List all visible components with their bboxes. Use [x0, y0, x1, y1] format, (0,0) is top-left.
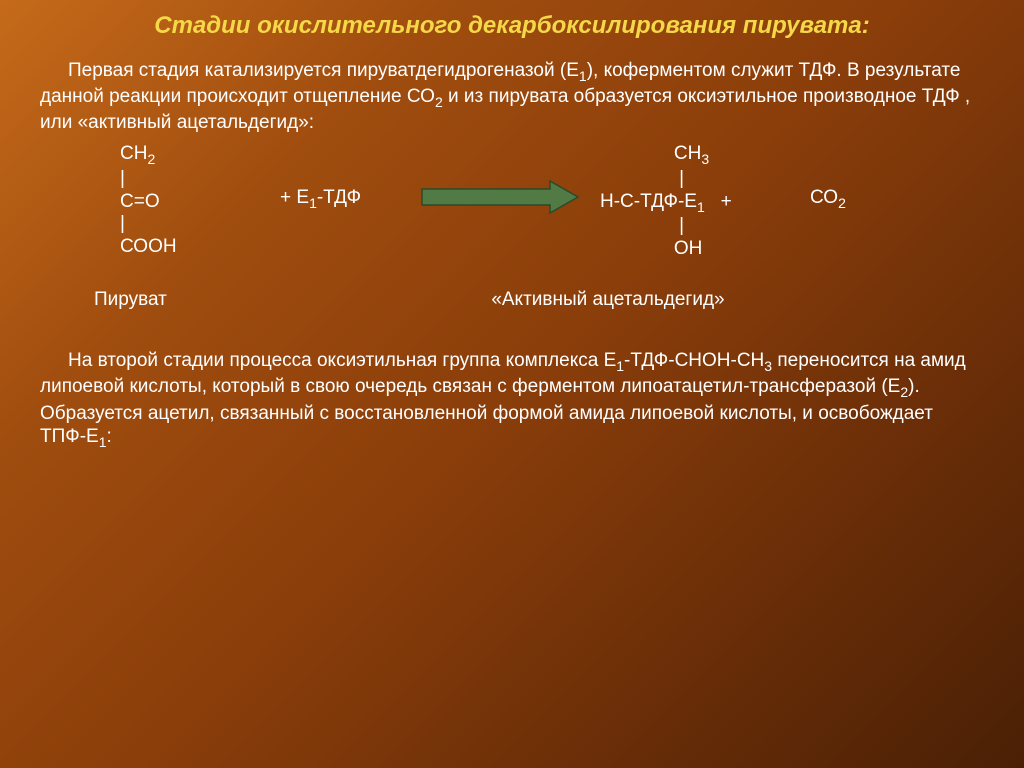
- e1-prefix: + Е: [280, 187, 309, 208]
- paragraph-1: Первая стадия катализируется пируватдеги…: [40, 59, 984, 135]
- p1-line2b: и из: [443, 86, 484, 107]
- p2-l1s2: 3: [764, 358, 772, 374]
- co2-text: СО: [810, 187, 838, 208]
- mol-l5: СООН: [120, 236, 177, 259]
- pr-l1-sub: 3: [701, 151, 709, 167]
- product-co2: СО2: [810, 187, 846, 211]
- p1-line1a: Первая стадия катализируется пируватдеги…: [68, 60, 579, 81]
- product-acetaldehyde: СН3 | Н-С-ТДФ-Е1 + | ОН: [600, 143, 732, 261]
- mol-l1-sub: 2: [147, 151, 155, 167]
- slide-container: Стадии окислительного декарбоксилировани…: [0, 0, 1024, 768]
- label-pyruvate: Пируват: [94, 289, 167, 311]
- pr-l3-sub: 1: [697, 198, 705, 214]
- mol-l3: С=О: [120, 191, 177, 214]
- arrow-icon: [420, 179, 580, 215]
- co2-sub: 2: [838, 195, 846, 211]
- pr-l5: ОН: [600, 238, 732, 261]
- e1-sub: 1: [309, 195, 317, 211]
- p2-l4b: :: [107, 426, 112, 447]
- mol-l4: |: [120, 213, 177, 236]
- p2-l3s: 2: [900, 384, 908, 400]
- reaction-arrow: [420, 179, 580, 220]
- p1-line4: ацетальдегид»:: [177, 112, 314, 133]
- label-acetaldehyde: «Активный ацетальдегид»: [491, 289, 724, 311]
- p1-line1b: ), коферментом: [587, 60, 726, 81]
- pr-l3a: Н-С-ТДФ-Е: [600, 191, 697, 212]
- p2-l1a: На второй стадии процесса оксиэтильная г…: [68, 350, 616, 371]
- p2-l4s: 1: [99, 434, 107, 450]
- reactant-pyruvate: СН2 | С=О | СООН: [120, 143, 177, 259]
- p1-sub1: 1: [579, 68, 587, 84]
- reaction-diagram: СН2 | С=О | СООН + Е1-ТДФ СН3 | Н-С-ТДФ-…: [120, 143, 984, 283]
- p2-l1s1: 1: [616, 358, 624, 374]
- paragraph-2: На второй стадии процесса оксиэтильная г…: [40, 349, 984, 452]
- reactant-e1tdf: + Е1-ТДФ: [280, 187, 361, 211]
- e1-suffix: -ТДФ: [317, 187, 361, 208]
- mol-l2: |: [120, 168, 177, 191]
- pr-l4: |: [600, 215, 732, 238]
- p2-l1b: -ТДФ-СНОН-СН: [624, 350, 764, 371]
- pr-l1-pre: СН: [600, 143, 701, 164]
- reaction-labels: Пируват «Активный ацетальдегид»: [40, 289, 984, 311]
- pr-l3b: +: [705, 191, 732, 212]
- mol-l1: СН: [120, 143, 147, 164]
- pr-l2: |: [600, 168, 732, 191]
- p2-l3a: ферментом липоатацетил-трансферазой (Е: [512, 376, 900, 397]
- slide-title: Стадии окислительного декарбоксилировани…: [40, 12, 984, 41]
- p1-sub2: 2: [435, 94, 443, 110]
